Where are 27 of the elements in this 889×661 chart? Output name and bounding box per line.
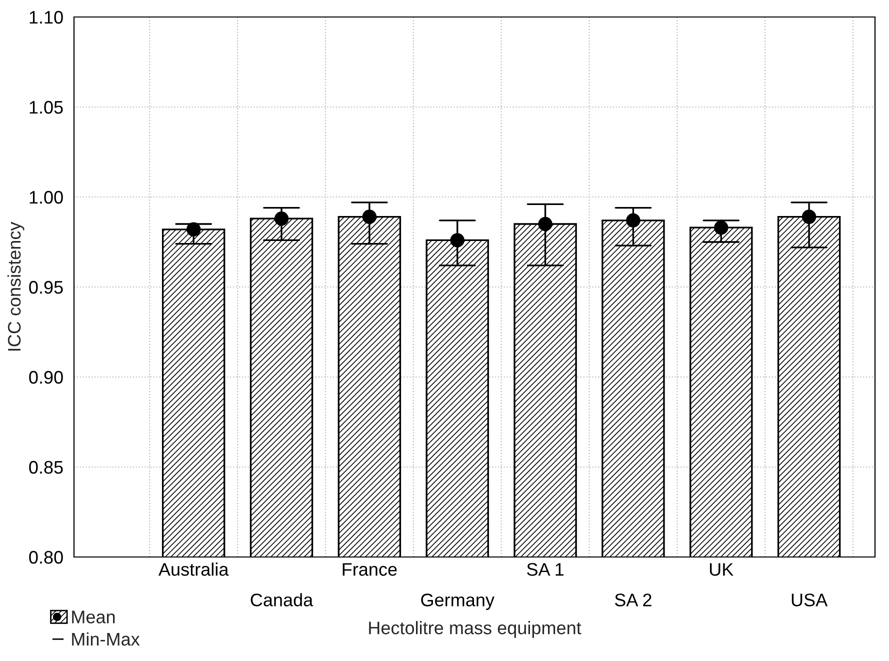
- y-axis-title: ICC consistency: [7, 222, 24, 351]
- y-tick-label: 0.90: [29, 370, 63, 384]
- y-tick-label: 0.95: [29, 280, 63, 294]
- x-tick-label: SA 1: [527, 563, 564, 576]
- x-tick-label: France: [342, 563, 397, 576]
- point: [274, 211, 289, 226]
- y-tick-label: 0.80: [29, 550, 63, 564]
- point: [362, 210, 377, 224]
- x-tick-label: SA 2: [614, 594, 652, 606]
- x-tick-label: UK: [710, 563, 734, 576]
- x-tick-label: USA: [792, 594, 828, 606]
- y-tick-label: 1.05: [30, 100, 63, 114]
- y-tick-label: 0.85: [29, 460, 63, 474]
- x-tick-label: Canada: [250, 593, 314, 606]
- text: Min-Max: [72, 632, 140, 646]
- x-axis-title: Hectolitre mass equipment: [369, 621, 582, 638]
- legend-label: Mean: [72, 610, 115, 624]
- y-tick-label: 1.00: [30, 190, 63, 204]
- y-tick-label: 1.10: [30, 10, 63, 24]
- point: [626, 213, 640, 228]
- point: [538, 216, 552, 232]
- point: [802, 210, 816, 224]
- point: [714, 220, 728, 235]
- x-tick-label: Australia: [158, 562, 229, 576]
- point: [186, 222, 201, 237]
- point: [450, 233, 464, 248]
- x-tick-label: Germany: [421, 594, 494, 610]
